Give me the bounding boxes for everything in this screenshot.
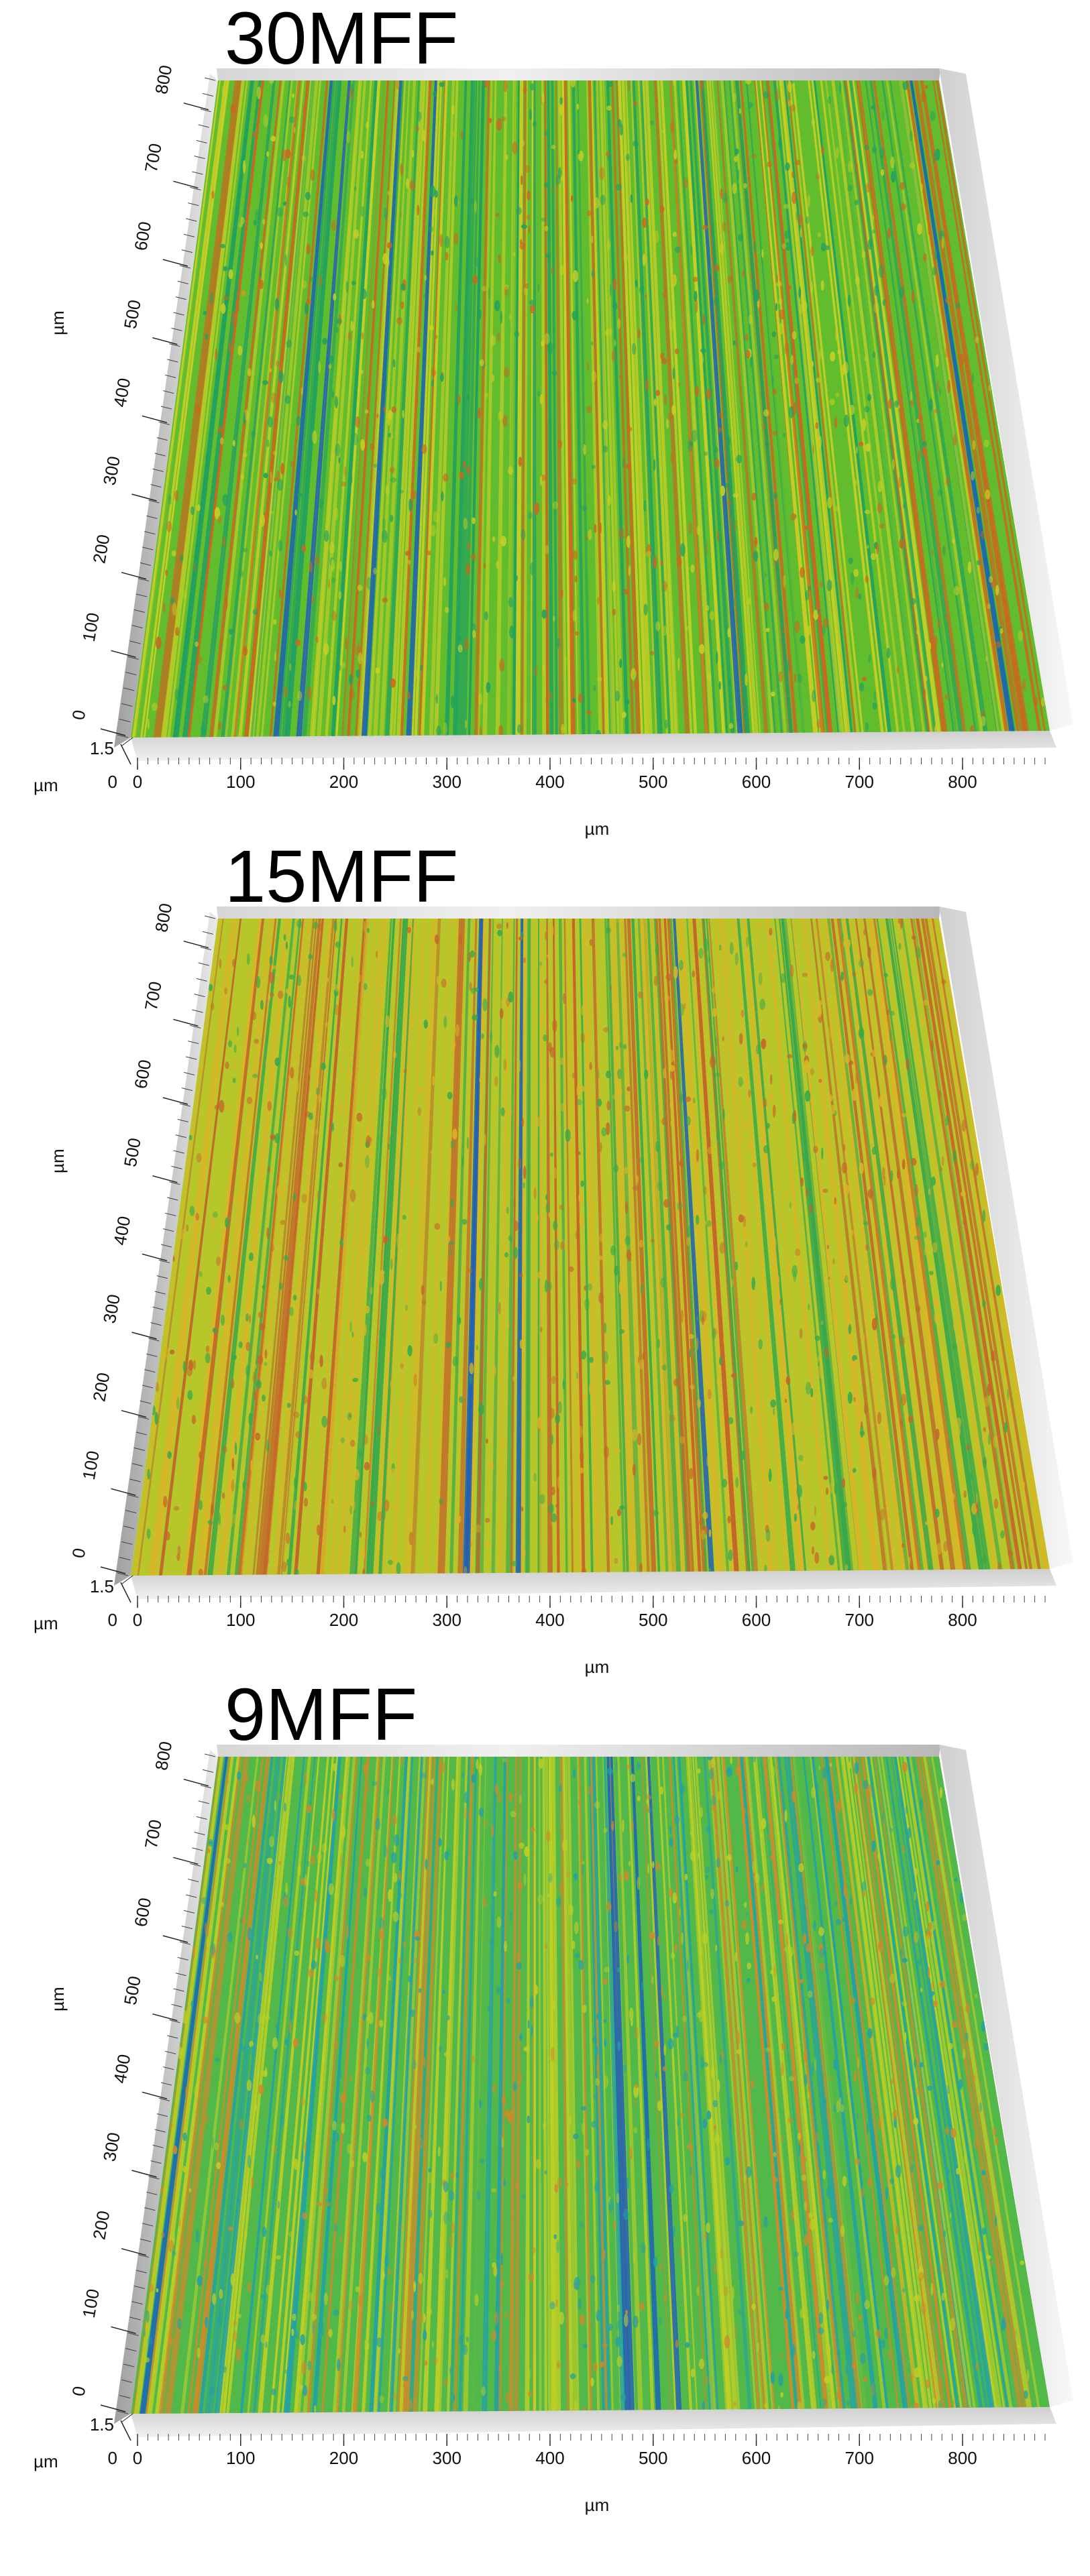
floor-strip (131, 1569, 1056, 1599)
y-tick-label: 800 (151, 902, 176, 934)
x-tick-label: 0 (133, 772, 142, 792)
y-tick-label: 300 (99, 455, 124, 487)
y-tick-label: 0 (68, 1547, 89, 1560)
z-axis-label: µm (34, 775, 58, 795)
y-tick-label: 400 (109, 376, 134, 408)
x-tick-label: 200 (329, 1610, 358, 1630)
y-tick-label: 500 (120, 1975, 145, 2007)
y-tick-label: 600 (130, 1896, 155, 1928)
right-wall (939, 906, 1073, 1569)
y-tick-label: 400 (109, 2052, 134, 2085)
y-tick-label: 400 (109, 1214, 134, 1246)
y-tick-label: 200 (89, 533, 113, 565)
x-tick-label: 0 (133, 1610, 142, 1630)
x-tick-label: 500 (639, 772, 667, 792)
x-tick-label: 700 (845, 772, 874, 792)
x-tick-label: 100 (226, 772, 255, 792)
y-tick-label: 700 (141, 1818, 166, 1850)
x-tick-label: 400 (535, 772, 564, 792)
y-tick-label: 800 (151, 1740, 176, 1772)
x-axis-label: µm (585, 819, 610, 839)
panel-title: 30MFF (225, 0, 458, 80)
y-tick-label: 700 (141, 980, 166, 1012)
surface-texture (131, 80, 1048, 738)
right-wall (939, 68, 1073, 731)
y-tick-label: 0 (68, 709, 89, 721)
surface-texture (132, 919, 1050, 1576)
panels-layer: 30MFF 0 100 200 300 400 500 600 700 800 µm 0 100 200 3… (34, 0, 1073, 2515)
x-tick-label: 200 (329, 772, 358, 792)
surface-panel: 9MFF 0 100 200 300 400 500 600 700 800 µm 0 100 200 30… (34, 1674, 1073, 2515)
panel-title: 9MFF (225, 1674, 417, 1756)
x-tick-label: 300 (433, 772, 461, 792)
x-tick-label: 300 (433, 2448, 461, 2468)
x-tick-label: 0 (133, 2448, 142, 2468)
y-axis-label: µm (48, 310, 68, 335)
x-axis-label: µm (585, 2495, 610, 2515)
y-tick-label: 100 (78, 611, 103, 643)
y-tick-label: 300 (99, 1293, 124, 1325)
y-axis-label: µm (48, 1987, 68, 2011)
x-tick-label: 700 (845, 2448, 874, 2468)
y-tick-label: 100 (78, 1449, 103, 1481)
y-tick-label: 300 (99, 2131, 124, 2163)
x-tick-label: 800 (948, 772, 977, 792)
z-axis-label: µm (34, 1613, 58, 1633)
y-tick-label: 100 (78, 2287, 103, 2319)
y-axis-label: µm (48, 1149, 68, 1173)
y-tick-label: 500 (120, 298, 145, 331)
z-tick-label: 0 (108, 2448, 117, 2468)
back-wall (217, 68, 940, 80)
z-axis-label: µm (34, 2451, 58, 2471)
surface-texture (131, 1757, 1050, 2414)
x-tick-label: 200 (329, 2448, 358, 2468)
y-tick-label: 700 (141, 141, 166, 174)
x-tick-label: 700 (845, 1610, 874, 1630)
x-tick-label: 500 (639, 1610, 667, 1630)
x-tick-label: 600 (742, 2448, 771, 2468)
panel-title: 15MFF (225, 835, 458, 918)
right-wall (939, 1745, 1073, 2407)
z-tick-label: 0 (108, 772, 117, 792)
x-axis-label: µm (585, 1657, 610, 1677)
x-tick-label: 400 (535, 2448, 564, 2468)
y-tick-label: 200 (89, 1371, 113, 1403)
surface-panel: 15MFF 0 100 200 300 400 500 600 700 800 µm 0 100 200 3… (34, 835, 1073, 1677)
x-tick-label: 100 (226, 1610, 255, 1630)
floor-strip (131, 2407, 1056, 2437)
x-tick-label: 100 (226, 2448, 255, 2468)
y-tick-label: 600 (130, 220, 155, 252)
y-tick-label: 200 (89, 2209, 113, 2241)
y-tick-label: 500 (120, 1136, 145, 1169)
y-tick-label: 800 (151, 64, 176, 96)
back-wall (217, 906, 940, 919)
surface-panel: 30MFF 0 100 200 300 400 500 600 700 800 µm 0 100 200 3… (34, 0, 1073, 839)
y-tick-label: 0 (68, 2385, 89, 2398)
z-tick-label: 0 (108, 1610, 117, 1630)
x-tick-label: 600 (742, 1610, 771, 1630)
z-tick-label: 1.5 (90, 2414, 114, 2435)
floor-strip (131, 731, 1056, 761)
back-wall (217, 1745, 940, 1757)
x-tick-label: 600 (742, 772, 771, 792)
x-tick-label: 800 (948, 1610, 977, 1630)
z-tick-label: 1.5 (90, 738, 114, 758)
x-tick-label: 400 (535, 1610, 564, 1630)
x-tick-label: 800 (948, 2448, 977, 2468)
z-tick-label: 1.5 (90, 1576, 114, 1596)
y-tick-label: 600 (130, 1058, 155, 1090)
x-tick-label: 500 (639, 2448, 667, 2468)
x-tick-label: 300 (433, 1610, 461, 1630)
